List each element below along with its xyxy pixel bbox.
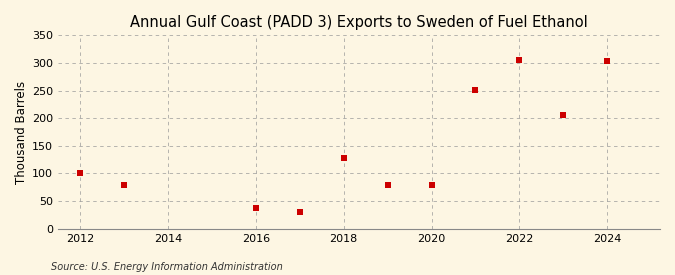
Text: Source: U.S. Energy Information Administration: Source: U.S. Energy Information Administ… [51,262,282,272]
Title: Annual Gulf Coast (PADD 3) Exports to Sweden of Fuel Ethanol: Annual Gulf Coast (PADD 3) Exports to Sw… [130,15,588,30]
Y-axis label: Thousand Barrels: Thousand Barrels [15,80,28,183]
